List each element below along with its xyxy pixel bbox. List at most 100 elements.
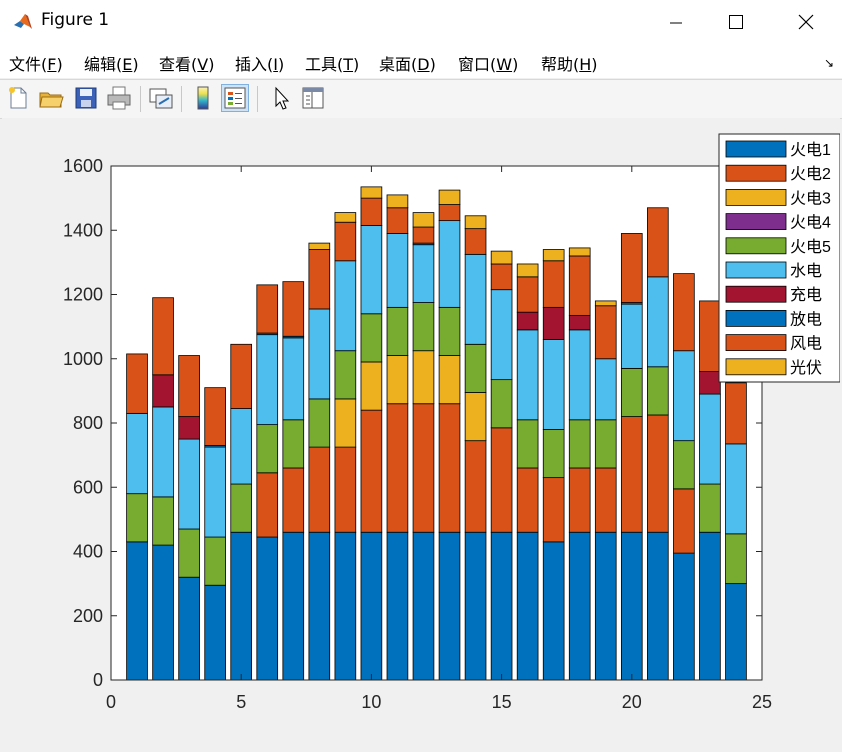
close-icon <box>798 14 814 30</box>
link-plot-icon <box>149 88 173 109</box>
insert-legend-button[interactable] <box>221 84 249 112</box>
legend-swatch <box>725 213 787 230</box>
save-button[interactable] <box>72 84 100 112</box>
menu-desktop[interactable]: 桌面(D) <box>379 51 436 75</box>
bar-segment <box>152 374 174 408</box>
bar-segment <box>725 533 747 585</box>
property-inspector-button[interactable] <box>299 84 327 112</box>
bar-segment <box>620 303 643 369</box>
bar-segment <box>256 536 279 681</box>
bar-segment <box>178 438 200 530</box>
bar-segment <box>334 212 357 223</box>
insert-colorbar-button[interactable] <box>189 84 217 112</box>
menu-view-label: 查看( <box>159 55 198 74</box>
bar-segment <box>282 337 305 421</box>
bar-segment <box>542 306 565 340</box>
maximize-button[interactable] <box>706 0 766 44</box>
bar-segment <box>230 343 253 409</box>
bar-segment <box>152 406 174 498</box>
menu-bar: 文件(F) 编辑(E) 查看(V) 插入(I) 工具(T) 桌面(D) 窗口(W… <box>0 44 842 78</box>
bar-segment <box>673 440 695 490</box>
bar-segment <box>699 300 721 372</box>
legend-swatch <box>725 261 787 279</box>
bar-segment <box>542 260 565 308</box>
menu-edit-mnemonic: E <box>122 55 133 74</box>
bar-segment <box>490 289 513 381</box>
bar-segment <box>282 281 305 337</box>
menu-insert-end: ) <box>277 55 285 74</box>
bar-segment <box>126 353 148 414</box>
bar-segment <box>360 313 383 363</box>
legend-icon <box>224 87 246 109</box>
edit-plot-button[interactable] <box>267 84 295 112</box>
menu-view[interactable]: 查看(V) <box>159 51 214 75</box>
bar-segment <box>542 339 565 430</box>
bar-segment <box>516 329 539 421</box>
bar-segment <box>282 419 305 469</box>
bar-segment <box>490 379 513 429</box>
bar-segment <box>152 544 174 681</box>
menu-help[interactable]: 帮助(H) <box>541 51 598 75</box>
bar-segment <box>412 350 435 405</box>
bar-segment <box>438 306 461 356</box>
bar-segment <box>647 207 669 278</box>
bar-segment <box>516 263 539 278</box>
bar-segment <box>490 427 513 533</box>
open-file-button[interactable] <box>37 84 65 112</box>
legend-swatch <box>725 309 787 327</box>
bar-segment <box>256 334 279 426</box>
open-folder-icon <box>39 92 64 108</box>
bar-segment <box>360 186 383 199</box>
bar-segment <box>647 414 669 533</box>
bar-segment <box>438 531 461 681</box>
menu-file[interactable]: 文件(F) <box>9 51 63 75</box>
close-button[interactable] <box>776 0 836 44</box>
bar-segment <box>568 419 591 469</box>
new-figure-button[interactable] <box>4 84 32 112</box>
legend-swatch <box>725 189 787 206</box>
bar-segment <box>386 355 409 405</box>
menu-tools[interactable]: 工具(T) <box>305 51 359 75</box>
menu-file-mnemonic: F <box>47 55 57 74</box>
bar-segment <box>204 446 226 538</box>
minimize-button[interactable] <box>646 0 706 44</box>
bar-segment <box>620 367 643 417</box>
bar-segment <box>464 531 487 681</box>
bar-segment <box>516 311 539 331</box>
menu-insert-label: 插入( <box>235 55 274 74</box>
bar-segment <box>464 215 487 230</box>
bar-segment <box>360 531 383 681</box>
bar-segment <box>178 576 200 681</box>
bar-segment <box>464 253 487 345</box>
legend-label: 光伏 <box>790 359 822 377</box>
bar-segment <box>594 358 617 421</box>
x-tick-label: 15 <box>492 692 512 712</box>
link-plot-button[interactable] <box>147 84 175 112</box>
x-tick-label: 10 <box>361 692 381 712</box>
bar-segment <box>126 541 148 681</box>
bar-segment <box>386 194 409 209</box>
stacked-bar-chart: 0 5 10 15 20 2502004006008001000120014001600 … <box>63 133 841 712</box>
legend-swatch <box>725 140 787 158</box>
bar-segment <box>256 424 279 474</box>
colorbar-icon <box>197 86 209 110</box>
menu-window[interactable]: 窗口(W) <box>458 51 518 75</box>
bar-segment <box>516 531 539 681</box>
menu-tools-label: 工具( <box>305 55 344 74</box>
print-button[interactable] <box>105 84 133 112</box>
legend-swatch <box>725 285 787 303</box>
bar-segment <box>673 273 695 352</box>
bar-segment <box>178 355 200 417</box>
menu-edit[interactable]: 编辑(E) <box>84 51 139 75</box>
bar-segment <box>594 300 617 307</box>
menu-insert[interactable]: 插入(I) <box>235 51 284 75</box>
dock-arrow-icon[interactable]: ↘ <box>823 56 834 70</box>
bar-segment <box>620 233 643 303</box>
bar-segment <box>542 477 565 543</box>
bar-segment <box>438 189 461 205</box>
menu-file-label: 文件( <box>9 55 48 74</box>
title-bar: Figure 1 <box>0 0 842 44</box>
minimize-icon <box>670 22 682 24</box>
bar-segment <box>568 255 591 316</box>
